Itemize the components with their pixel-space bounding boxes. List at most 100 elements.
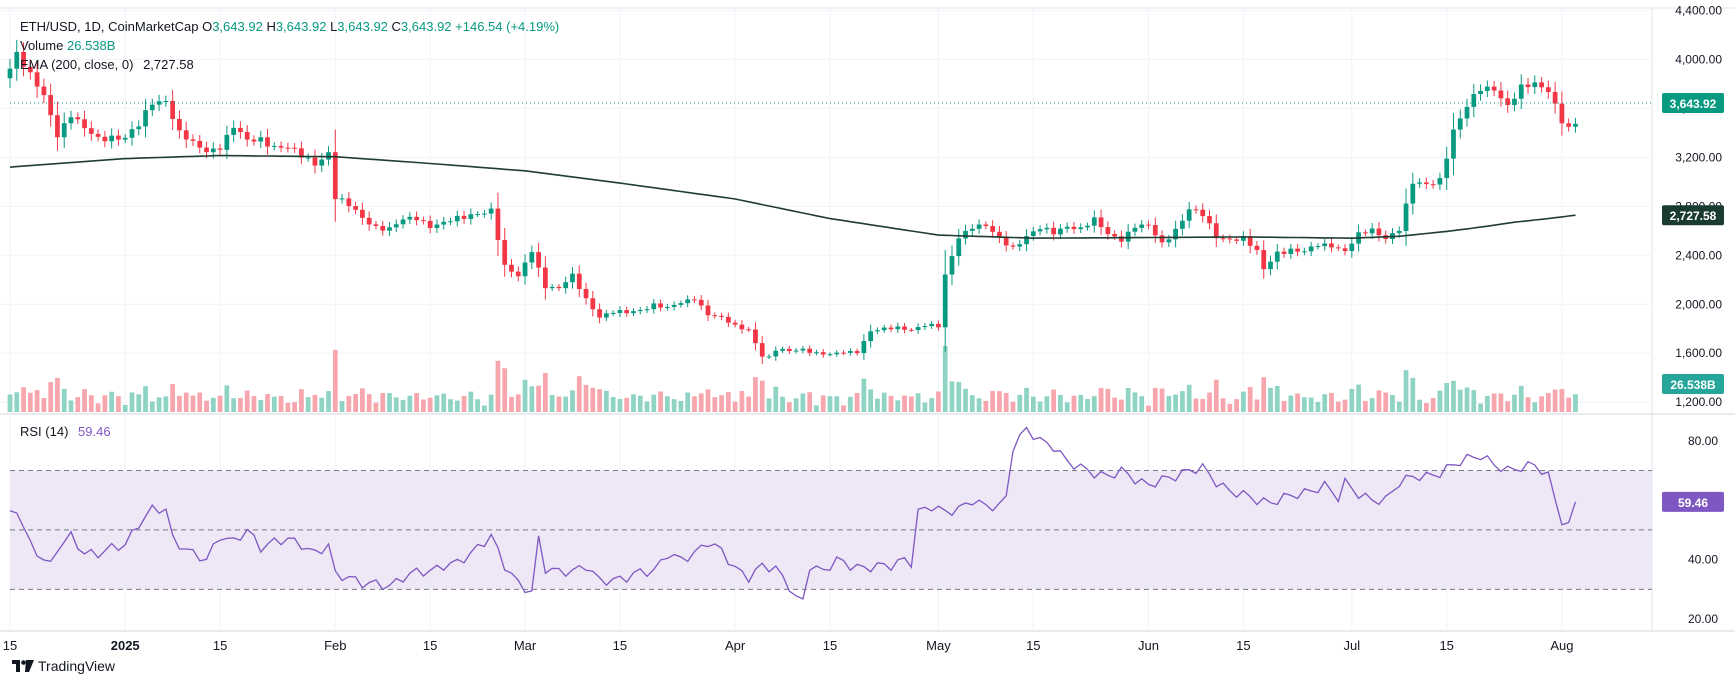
rsi-badge-bg [1662, 491, 1724, 512]
candle-body [27, 66, 33, 73]
volume-bar [183, 392, 189, 412]
volume-bar [454, 400, 460, 412]
candle-body [705, 305, 711, 316]
volume-bar [461, 396, 467, 412]
volume-bar [1261, 377, 1267, 412]
candle-body [217, 148, 223, 150]
volume-bar [1010, 401, 1016, 412]
volume-bar [617, 398, 623, 412]
rsi-label: RSI (14) [20, 424, 69, 439]
candle-body [1125, 231, 1131, 242]
candle-body [265, 137, 270, 147]
candle-body [1573, 123, 1578, 127]
volume-bar [1139, 396, 1145, 412]
volume-bar [448, 399, 453, 412]
volume-bar [156, 397, 162, 412]
volume-bar [990, 390, 996, 412]
volume-bar [1383, 392, 1389, 412]
candle-body [1105, 227, 1111, 235]
ohlc-legend: ETH/USD, 1D, CoinMarketCap O3,643.92 H3,… [20, 19, 559, 34]
volume-bar [671, 399, 677, 412]
candle-body [969, 228, 975, 231]
rsi-legend: RSI (14) 59.46 [20, 424, 111, 439]
candle-body [603, 313, 609, 318]
volume-bar [1410, 377, 1416, 412]
candle-body [1017, 244, 1023, 247]
volume-bar [271, 396, 277, 412]
volume-bar [1281, 400, 1287, 412]
candle-body [1545, 87, 1551, 92]
time-tick-label: 15 [1439, 638, 1453, 653]
ema-line [9, 154, 1576, 240]
volume-bar [590, 387, 596, 412]
candle-body [109, 135, 115, 142]
candle-body [461, 215, 467, 219]
tradingview-logo[interactable]: TradingView [12, 658, 115, 674]
candle-body [692, 299, 697, 301]
volume-bar [1376, 390, 1382, 412]
volume-bar [780, 396, 785, 412]
volume-bar [739, 390, 745, 412]
volume-bar [1274, 385, 1280, 412]
volume-bar [549, 394, 555, 412]
candle-body [7, 68, 13, 79]
candle-body [1132, 227, 1138, 232]
candle-body [271, 145, 277, 147]
candle-body [631, 311, 636, 314]
volume-bar [515, 394, 521, 412]
candle-body [454, 215, 460, 222]
volume-bar [387, 393, 392, 412]
volume-bar [502, 368, 508, 412]
volume-bar [353, 394, 358, 412]
volume-bar [1518, 385, 1524, 412]
time-tick-label: May [926, 638, 951, 653]
volume-bar [658, 391, 663, 412]
volume-bar [102, 395, 108, 412]
candle-body [21, 51, 26, 67]
volume-bar [1207, 392, 1212, 412]
candle-body [1532, 82, 1538, 88]
time-tick-label: 15 [1236, 638, 1250, 653]
volume-value: 26.538B [67, 38, 116, 53]
volume-bar [1356, 384, 1361, 412]
volume-bar [1125, 387, 1131, 412]
candle-body [1173, 228, 1178, 240]
ema-badge-bg [1662, 205, 1724, 226]
candle-body [1220, 238, 1226, 240]
candle-body [1241, 236, 1246, 241]
candle-body [1505, 98, 1511, 106]
volume-bar [1213, 379, 1219, 412]
candle-body [963, 230, 968, 239]
volume-bar [1044, 396, 1050, 412]
volume-bar [1573, 394, 1578, 412]
volume-bar [224, 385, 230, 412]
price-tick-label: 4,400.00 [1675, 3, 1722, 17]
candle-body [814, 352, 819, 354]
volume-bar [143, 386, 148, 412]
volume-bar [1498, 393, 1504, 412]
candle-body [68, 117, 74, 124]
candle-body [664, 306, 670, 308]
candle-body [990, 226, 996, 232]
volume-bar [265, 394, 270, 412]
price-tick-label: 4,000.00 [1675, 52, 1722, 66]
candle-body [14, 51, 20, 69]
volume-bar [963, 388, 968, 412]
volume-bar [976, 398, 982, 412]
low-value: 3,643.92 [337, 19, 388, 34]
volume-bar [210, 397, 216, 412]
ema-value: 2,727.58 [143, 57, 194, 72]
volume-bar [529, 386, 535, 412]
volume-bar [759, 380, 765, 412]
candle-body [1112, 234, 1117, 237]
volume-bar [719, 395, 724, 412]
volume-badge: 26.538B [1670, 378, 1716, 392]
change-value: +146.54 (+4.19%) [455, 19, 560, 34]
volume-bar [1484, 395, 1490, 412]
candle-body [719, 315, 724, 317]
candle-body [1559, 103, 1565, 124]
volume-bar [956, 382, 962, 412]
volume-bar [610, 397, 616, 412]
volume-bar [238, 398, 243, 412]
